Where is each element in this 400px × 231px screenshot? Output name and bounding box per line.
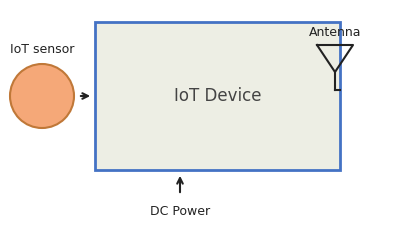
Text: Antenna: Antenna <box>309 26 361 39</box>
Text: IoT sensor: IoT sensor <box>10 43 74 56</box>
Circle shape <box>10 64 74 128</box>
Text: IoT Device: IoT Device <box>174 87 261 105</box>
Text: DC Power: DC Power <box>150 205 210 218</box>
Bar <box>95 22 340 170</box>
